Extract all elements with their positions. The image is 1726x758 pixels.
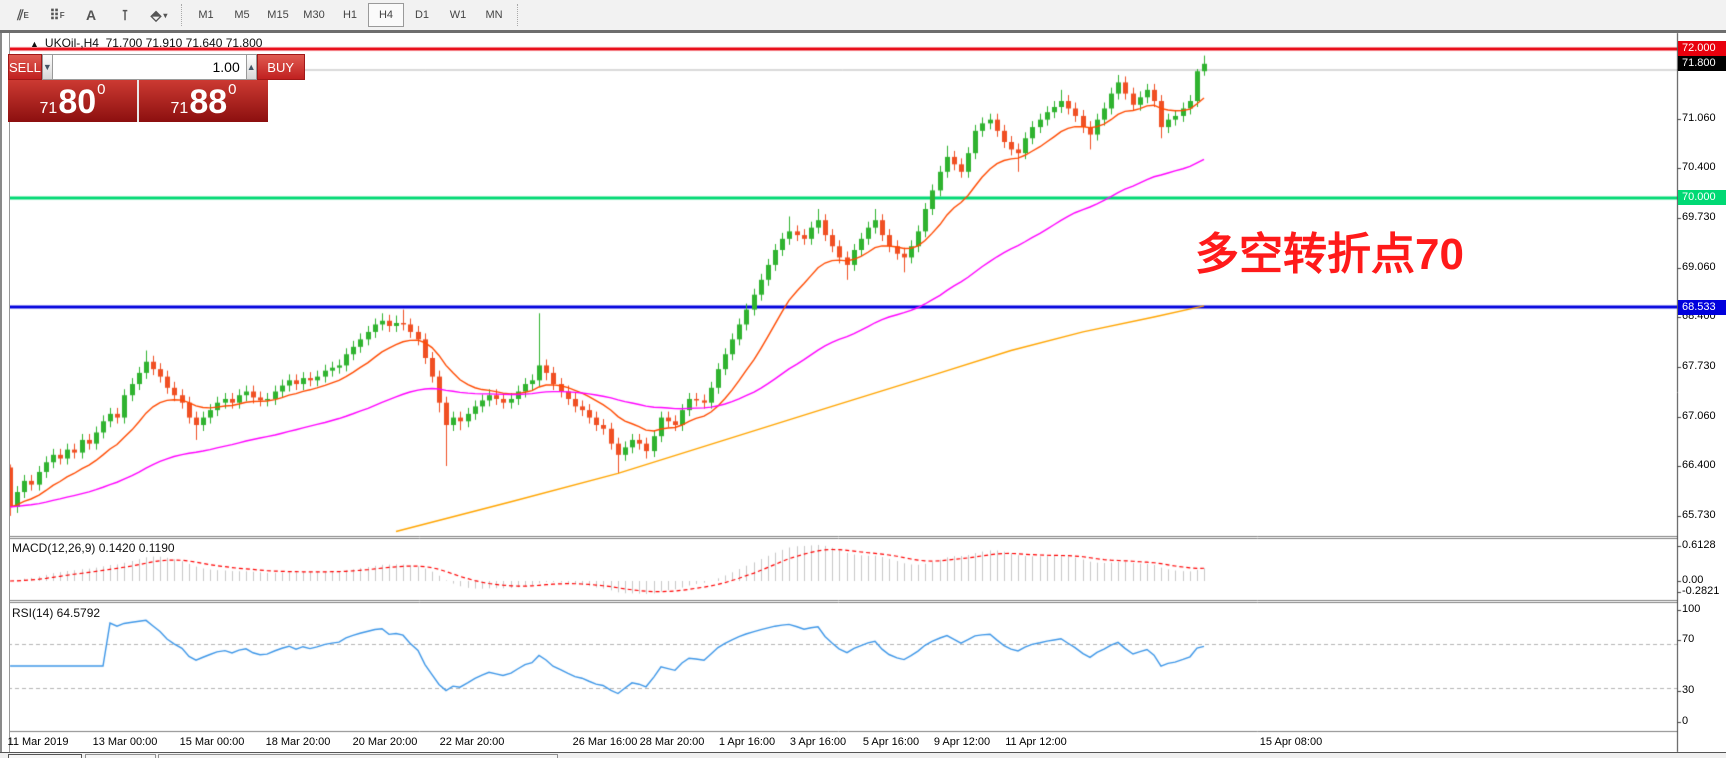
rsi-label: RSI(14) 64.5792 — [12, 606, 101, 620]
volume-input[interactable] — [52, 54, 246, 80]
chart-tab[interactable] — [85, 754, 156, 758]
timeframe-button-m1[interactable]: M1 — [198, 9, 214, 21]
sell-price-button[interactable]: 71 80 0 — [8, 80, 139, 122]
ohlc-readout: 71.700 71.910 71.640 71.800 — [105, 36, 263, 50]
price-tick-label: 67.060 — [1682, 409, 1716, 422]
time-axis-label: 11 Mar 2019 — [7, 736, 69, 748]
price-tick-label: 67.730 — [1682, 359, 1716, 372]
price-tick-label: 65.730 — [1682, 508, 1716, 521]
timeframe-button-w1[interactable]: W1 — [449, 9, 467, 21]
buy-price-big: 88 — [189, 83, 228, 121]
timeframe-button-m15[interactable]: M15 — [267, 9, 289, 21]
timeframe-button-h4[interactable]: H4 — [368, 3, 404, 27]
collapse-triangle-icon[interactable]: ▲ — [30, 39, 39, 49]
buy-price-button[interactable]: 71 88 0 — [139, 80, 268, 122]
rsi-scale-label: 100 — [1682, 603, 1701, 615]
price-tick-label: 69.730 — [1682, 210, 1716, 223]
rsi-scale-label: 70 — [1682, 633, 1695, 645]
time-axis-label: 1 Apr 16:00 — [718, 736, 776, 748]
time-axis-label: 22 Mar 20:00 — [439, 736, 505, 748]
hline-badge: 68.533 — [1678, 300, 1726, 315]
timeframe-button-mn[interactable]: MN — [485, 9, 503, 21]
timeframe-button-m5[interactable]: M5 — [234, 9, 250, 21]
buy-price-small: 71 — [170, 100, 189, 117]
chart-tab[interactable] — [8, 754, 82, 758]
price-tick-label: 66.400 — [1682, 458, 1716, 471]
timeframe-buttons: M1 M5 M15 M30 H1 H4 D1 W1 MN — [188, 3, 512, 27]
time-axis-label: 28 Mar 20:00 — [639, 736, 705, 748]
time-axis-label: 26 Mar 16:00 — [572, 736, 638, 748]
chart-tab-strip — [0, 752, 1726, 758]
macd-scale-label: 0.00 — [1682, 574, 1704, 586]
price-tick-label: 70.400 — [1682, 161, 1716, 174]
timeframe-button-h1[interactable]: H1 — [342, 9, 358, 21]
chart-left-frame — [0, 33, 10, 752]
time-axis-label: 9 Apr 12:00 — [933, 736, 991, 748]
hline-badge: 70.000 — [1678, 190, 1726, 205]
timeframe-button-m30[interactable]: M30 — [303, 9, 325, 21]
toolbar-separator — [181, 4, 183, 26]
buy-price-sup: 0 — [228, 81, 237, 98]
time-axis-label: 18 Mar 20:00 — [265, 736, 331, 748]
chart-tab[interactable] — [158, 754, 558, 758]
one-click-trading-panel: SELL ▼ ▲ BUY 71 80 0 71 88 0 — [8, 54, 305, 122]
symbol-label: UKOil-,H4 — [44, 36, 99, 50]
time-axis-label: 15 Apr 08:00 — [1259, 736, 1323, 748]
sell-price-big: 80 — [58, 83, 97, 121]
macd-scale-label: 0.6128 — [1682, 539, 1716, 551]
price-tick-label: 71.060 — [1682, 111, 1716, 124]
hline-badge: 72.000 — [1678, 41, 1726, 56]
fibonacci-grid-tool-icon[interactable]: ⠿ F — [49, 6, 65, 23]
time-axis-label: 20 Mar 20:00 — [352, 736, 418, 748]
time-axis-label: 15 Mar 00:00 — [179, 736, 245, 748]
sell-price-sup: 0 — [97, 81, 106, 98]
time-axis-label: 3 Apr 16:00 — [789, 736, 847, 748]
macd-label: MACD(12,26,9) 0.1420 0.1190 — [12, 541, 175, 555]
chart-annotation-text: 多空转折点70 — [1195, 230, 1464, 279]
time-axis-label: 11 Apr 12:00 — [1005, 736, 1067, 748]
chart-title: ▲ UKOil-,H4 71.700 71.910 71.640 71.800 — [30, 36, 262, 50]
rsi-scale-label: 30 — [1682, 684, 1695, 696]
toolbar: ⫽ E ⠿ F A ⊺ ⬘ ▾ M1 M5 M15 M30 H1 H4 D1 W1 MN — [0, 0, 1726, 33]
toolbar-tools: ⫽ E ⠿ F A ⊺ ⬘ ▾ — [6, 2, 176, 28]
hatch-lines-tool-icon[interactable]: ⫽ E — [17, 6, 29, 23]
price-tick-label: 69.060 — [1682, 260, 1716, 273]
buy-button[interactable]: BUY — [256, 54, 305, 80]
toolbar-separator — [517, 4, 519, 26]
timeframe-button-d1[interactable]: D1 — [414, 9, 430, 21]
time-axis-label: 5 Apr 16:00 — [862, 736, 920, 748]
volume-decrease-button[interactable]: ▼ — [41, 54, 53, 80]
sell-button[interactable]: SELL — [8, 54, 42, 80]
rsi-scale-label: 0 — [1682, 715, 1689, 727]
time-axis-label: 13 Mar 00:00 — [92, 736, 158, 748]
text-label-tool-icon[interactable]: ⊺ — [121, 6, 129, 23]
macd-scale-label: -0.2821 — [1682, 585, 1720, 597]
arrows-tool-icon[interactable]: ⬘ ▾ — [150, 6, 168, 23]
volume-increase-button[interactable]: ▲ — [245, 54, 257, 80]
text-tool-icon[interactable]: A — [85, 7, 97, 23]
sell-price-small: 71 — [39, 100, 58, 117]
current-price-badge: 71.800 — [1678, 56, 1726, 71]
